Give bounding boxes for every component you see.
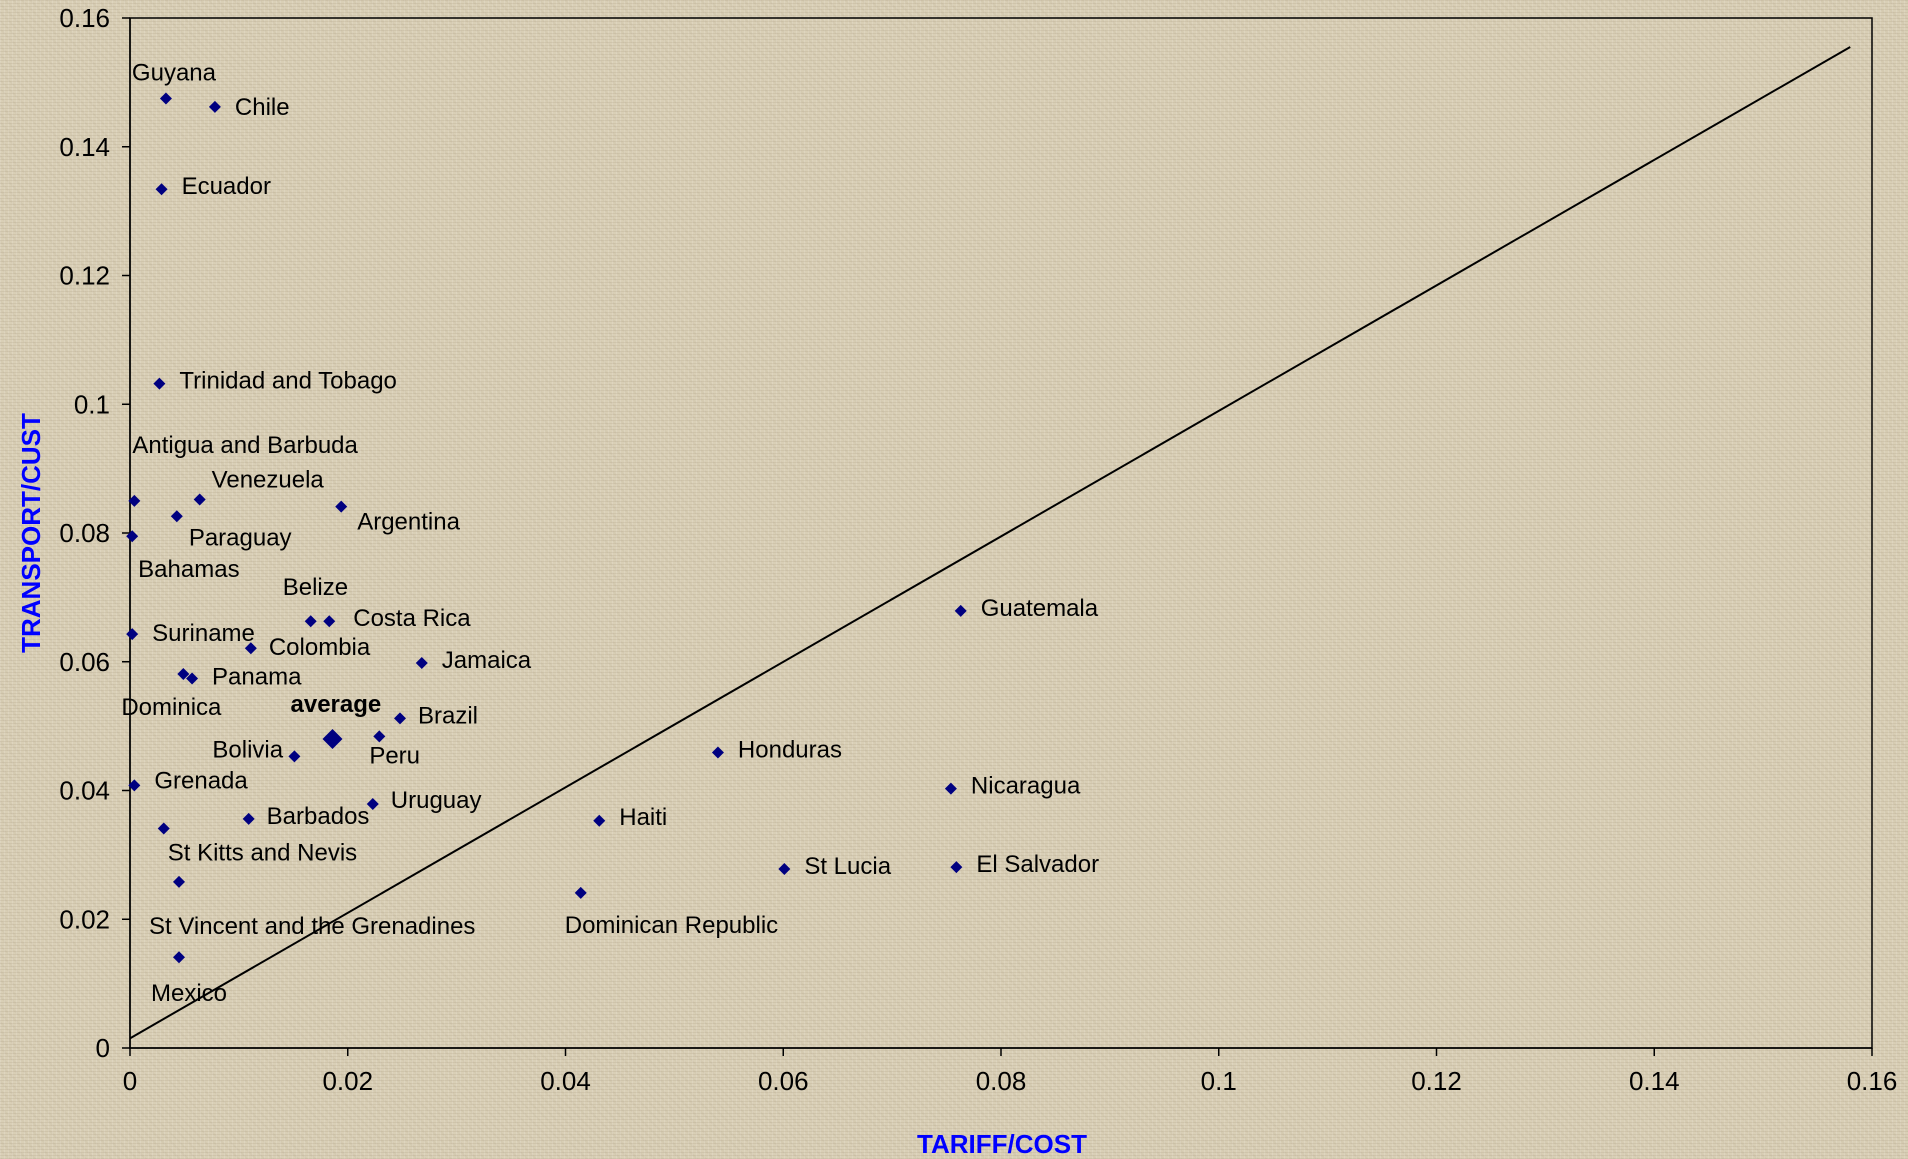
data-points (126, 92, 967, 964)
data-point-st-lucia (778, 863, 791, 876)
point-label-dominican-republic: Dominican Republic (565, 912, 778, 939)
point-label-antigua-and-barbuda: Antigua and Barbuda (132, 432, 358, 459)
x-tick-label: 0 (123, 1066, 137, 1096)
data-point-jamaica (415, 657, 428, 670)
y-tick-label: 0.16 (59, 3, 110, 33)
data-point-antigua-and-barbuda (128, 494, 141, 507)
point-label-st-lucia: St Lucia (804, 853, 891, 880)
x-tick-label: 0.02 (322, 1066, 373, 1096)
point-label-costa-rica: Costa Rica (353, 605, 471, 632)
reference-line (129, 46, 1851, 1040)
point-label-colombia: Colombia (269, 634, 371, 661)
point-label-st-vincent-and-the-grenadines: St Vincent and the Grenadines (149, 913, 475, 940)
point-label-haiti: Haiti (619, 804, 667, 831)
data-point-honduras (711, 746, 724, 759)
data-point-trinidad-and-tobago (153, 377, 166, 390)
point-label-uruguay: Uruguay (391, 787, 482, 814)
data-point-paraguay (170, 510, 183, 523)
y-tick-label: 0.08 (59, 518, 110, 548)
x-tick-label: 0.16 (1847, 1066, 1898, 1096)
point-label-suriname: Suriname (152, 620, 255, 647)
point-label-argentina: Argentina (357, 509, 460, 536)
point-label-chile: Chile (235, 94, 290, 121)
point-label-el-salvador: El Salvador (976, 851, 1099, 878)
point-label-average: average (291, 691, 382, 718)
point-label-jamaica: Jamaica (442, 647, 532, 674)
data-point-average (322, 729, 343, 749)
data-point-suriname (126, 628, 139, 641)
data-point-bolivia (288, 750, 301, 763)
point-label-bolivia: Bolivia (212, 736, 283, 763)
data-point-nicaragua (944, 782, 957, 795)
y-tick-label: 0.06 (59, 647, 110, 677)
y-tick-label: 0.1 (74, 389, 110, 419)
data-point-brazil (394, 712, 407, 725)
data-point-argentina (335, 500, 348, 513)
data-point-chile (208, 100, 221, 113)
data-point-barbados (242, 812, 255, 825)
x-tick-label: 0.14 (1629, 1066, 1680, 1096)
point-label-barbados: Barbados (267, 803, 370, 830)
point-label-peru: Peru (369, 742, 420, 769)
y-tick-label: 0.12 (59, 261, 110, 291)
reference-line-group (129, 46, 1851, 1040)
point-label-panama: Panama (212, 663, 302, 690)
y-axis-title: TRANSPORT/CUST (16, 413, 46, 653)
data-point-uruguay (366, 798, 379, 811)
point-label-dominica: Dominica (121, 694, 222, 721)
point-label-paraguay: Paraguay (189, 524, 292, 551)
point-label-brazil: Brazil (418, 702, 478, 729)
x-tick-label: 0.06 (758, 1066, 809, 1096)
point-label-guatemala: Guatemala (981, 595, 1099, 622)
point-label-trinidad-and-tobago: Trinidad and Tobago (179, 368, 396, 395)
data-point-ecuador (155, 183, 168, 196)
point-label-honduras: Honduras (738, 737, 842, 764)
data-point-dominican-republic (574, 886, 587, 899)
data-point-haiti (593, 814, 606, 827)
data-point-dominica (177, 667, 190, 680)
x-axis-title: TARIFF/COST (917, 1129, 1087, 1159)
point-label-ecuador: Ecuador (182, 173, 271, 200)
data-point-mexico (172, 951, 185, 964)
x-tick-label: 0.1 (1201, 1066, 1237, 1096)
point-label-venezuela: Venezuela (212, 467, 325, 494)
point-label-nicaragua: Nicaragua (971, 773, 1081, 800)
data-point-st-vincent-and-the-grenadines (172, 875, 185, 888)
x-tick-label: 0.08 (976, 1066, 1027, 1096)
data-point-guyana (159, 92, 172, 105)
point-label-grenada: Grenada (154, 767, 248, 794)
data-point-belize (304, 615, 317, 628)
point-label-mexico: Mexico (151, 980, 227, 1007)
point-label-st-kitts-and-nevis: St Kitts and Nevis (168, 839, 357, 866)
point-labels: Guyana Chile Ecuador Trinidad and Tobago Ant… (121, 59, 1099, 1007)
data-point-colombia (244, 642, 257, 655)
y-tick-label: 0.02 (59, 904, 110, 934)
point-label-belize: Belize (283, 574, 348, 601)
data-point-el-salvador (950, 861, 963, 874)
data-point-bahamas (126, 530, 139, 543)
x-tick-label: 0.12 (1411, 1066, 1462, 1096)
data-point-venezuela (193, 493, 206, 506)
y-tick-label: 0.04 (59, 776, 110, 806)
data-point-peru (373, 730, 386, 743)
axis-ticks: 0 0.02 0.04 0.06 0.08 0.1 0.12 0.14 0.16 0 0.02 0.0… (59, 3, 1897, 1096)
data-point-panama (186, 672, 199, 685)
y-tick-label: 0 (96, 1033, 110, 1063)
y-tick-label: 0.14 (59, 132, 110, 162)
x-tick-label: 0.04 (540, 1066, 591, 1096)
data-point-guatemala (954, 604, 967, 617)
data-point-grenada (128, 779, 141, 792)
point-label-bahamas: Bahamas (138, 556, 239, 583)
point-label-guyana: Guyana (132, 59, 217, 86)
data-point-costa-rica (323, 615, 336, 628)
data-point-st-kitts-and-nevis (157, 822, 170, 835)
